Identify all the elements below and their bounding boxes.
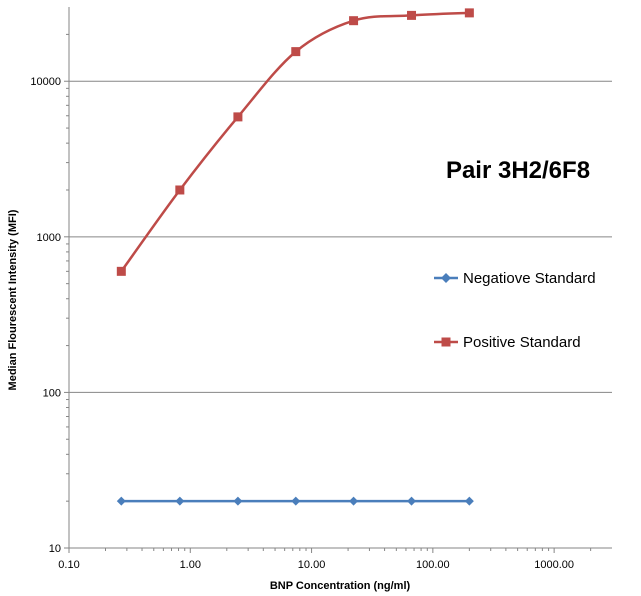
- legend-marker-negative: [441, 273, 451, 283]
- data-point: [407, 10, 417, 20]
- y-axis-title: Median Flourescent Intensity (MFI): [7, 209, 19, 390]
- data-point: [464, 8, 474, 18]
- series-lines: [120, 11, 470, 503]
- y-tick-label: 10000: [30, 76, 61, 88]
- y-tick-label: 10: [49, 543, 61, 555]
- chart-title: Pair 3H2/6F8: [446, 157, 590, 184]
- legend-item-positive: Positive Standard: [434, 334, 581, 351]
- axis-ticks: 10 100 1000 10000 0.10 1.00 10.00 100.00 1000.00: [30, 33, 592, 571]
- data-point: [349, 496, 359, 506]
- x-tick-label: 1.00: [180, 559, 201, 571]
- data-point: [175, 496, 185, 506]
- y-tick-label: 100: [43, 387, 61, 399]
- data-point: [291, 47, 301, 57]
- data-point: [233, 496, 243, 506]
- data-point: [175, 185, 185, 195]
- legend-marker-positive: [441, 337, 451, 347]
- legend: Negatiove Standard Positive Standard: [434, 270, 596, 351]
- x-tick-label: 10.00: [298, 559, 326, 571]
- gridlines: [69, 80, 612, 393]
- x-tick-label: 1000.00: [534, 559, 574, 571]
- data-point: [233, 112, 243, 122]
- data-point: [407, 496, 417, 506]
- x-tick-label: 0.10: [58, 559, 79, 571]
- x-axis-title: BNP Concentration (ng/ml): [270, 580, 411, 592]
- data-point: [291, 496, 301, 506]
- legend-item-negative: Negatiove Standard: [434, 270, 596, 287]
- data-point: [116, 266, 126, 276]
- data-point: [349, 16, 359, 26]
- legend-label-positive: Positive Standard: [463, 334, 581, 351]
- data-points: [116, 8, 474, 506]
- data-point: [464, 496, 474, 506]
- y-tick-label: 1000: [37, 232, 61, 244]
- data-point: [116, 496, 126, 506]
- legend-label-negative: Negatiove Standard: [463, 270, 596, 287]
- x-tick-label: 100.00: [416, 559, 450, 571]
